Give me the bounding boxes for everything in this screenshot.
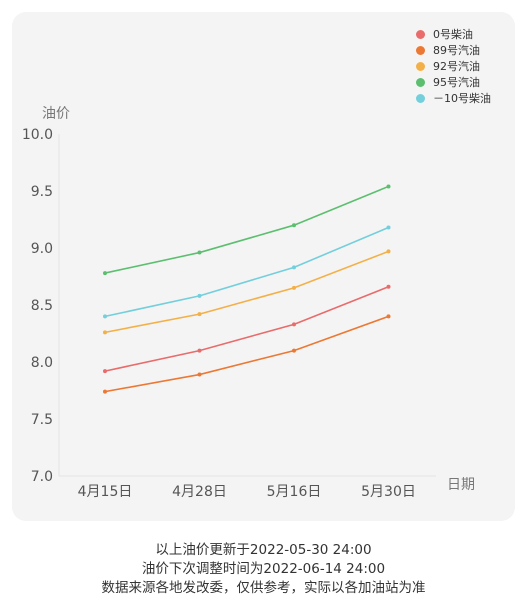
data-point — [103, 369, 107, 374]
x-tick-label: 4月15日 — [78, 484, 133, 500]
y-axis-title: 油价 — [42, 106, 70, 122]
legend-item[interactable]: 95号汽油 — [416, 74, 491, 90]
data-point — [103, 330, 107, 335]
legend-color-dot — [416, 77, 425, 87]
series-line — [104, 315, 389, 393]
y-tick-label: 10.0 — [22, 127, 53, 143]
data-point — [292, 265, 296, 270]
legend-label: 89号汽油 — [433, 44, 480, 57]
legend-label: 0号柴油 — [433, 28, 473, 41]
data-point — [292, 348, 296, 353]
data-point — [386, 184, 391, 189]
series-lines — [103, 184, 391, 394]
legend-label: －10号柴油 — [433, 92, 491, 105]
series-line — [104, 226, 389, 318]
footer-next-adjustment: 油价下次调整时间为2022-06-14 24:00 — [141, 561, 386, 577]
x-tick-label: 5月16日 — [267, 484, 322, 500]
y-tick-label: 9.0 — [31, 241, 53, 257]
data-point — [197, 372, 202, 377]
data-point — [103, 314, 107, 319]
footer-updated-time: 以上油价更新于2022-05-30 24:00 — [155, 542, 372, 558]
legend-color-dot — [416, 61, 425, 71]
data-point — [103, 389, 107, 394]
x-tick-label: 4月28日 — [172, 484, 227, 500]
y-tick-label: 8.5 — [31, 298, 53, 314]
data-point — [197, 293, 202, 298]
chart-card — [12, 12, 515, 521]
data-point — [197, 348, 202, 353]
y-tick-label: 8.0 — [31, 355, 53, 371]
data-point — [386, 249, 391, 254]
y-tick-label: 9.5 — [31, 184, 53, 200]
legend-label: 95号汽油 — [433, 76, 480, 89]
y-tick-label: 7.5 — [31, 412, 53, 428]
legend-item[interactable]: 89号汽油 — [416, 42, 491, 58]
legend-label: 92号汽油 — [433, 60, 480, 73]
x-axis-title: 日期 — [447, 477, 475, 493]
series-line — [104, 185, 389, 274]
legend-color-dot — [416, 45, 425, 55]
legend-color-dot — [416, 29, 425, 39]
legend-item[interactable]: －10号柴油 — [416, 90, 491, 106]
legend-color-dot — [416, 93, 425, 103]
footer-data-source: 数据来源各地发改委，仅供参考，实际以各加油站为准 — [101, 580, 426, 596]
chart-axes: 7.0 7.5 8.0 8.5 9.0 9.5 10.0 4月15日 4月28日 5月16日 5月3… — [22, 106, 475, 500]
series-line — [104, 286, 389, 372]
legend-item[interactable]: 92号汽油 — [416, 58, 491, 74]
data-point — [386, 284, 391, 289]
series-line — [104, 250, 389, 334]
data-point — [197, 250, 202, 255]
data-point — [386, 314, 391, 319]
y-tick-label: 7.0 — [31, 469, 53, 485]
footer-notes: 以上油价更新于2022-05-30 24:00 油价下次调整时间为2022-06… — [0, 541, 527, 598]
data-point — [103, 271, 107, 276]
data-point — [197, 312, 202, 317]
data-point — [292, 223, 296, 228]
data-point — [292, 285, 296, 290]
legend: 0号柴油 89号汽油 92号汽油 95号汽油 －10号柴油 — [416, 26, 491, 106]
x-tick-label: 5月30日 — [361, 484, 416, 500]
data-point — [292, 322, 296, 327]
data-point — [386, 225, 391, 230]
legend-item[interactable]: 0号柴油 — [416, 26, 491, 42]
